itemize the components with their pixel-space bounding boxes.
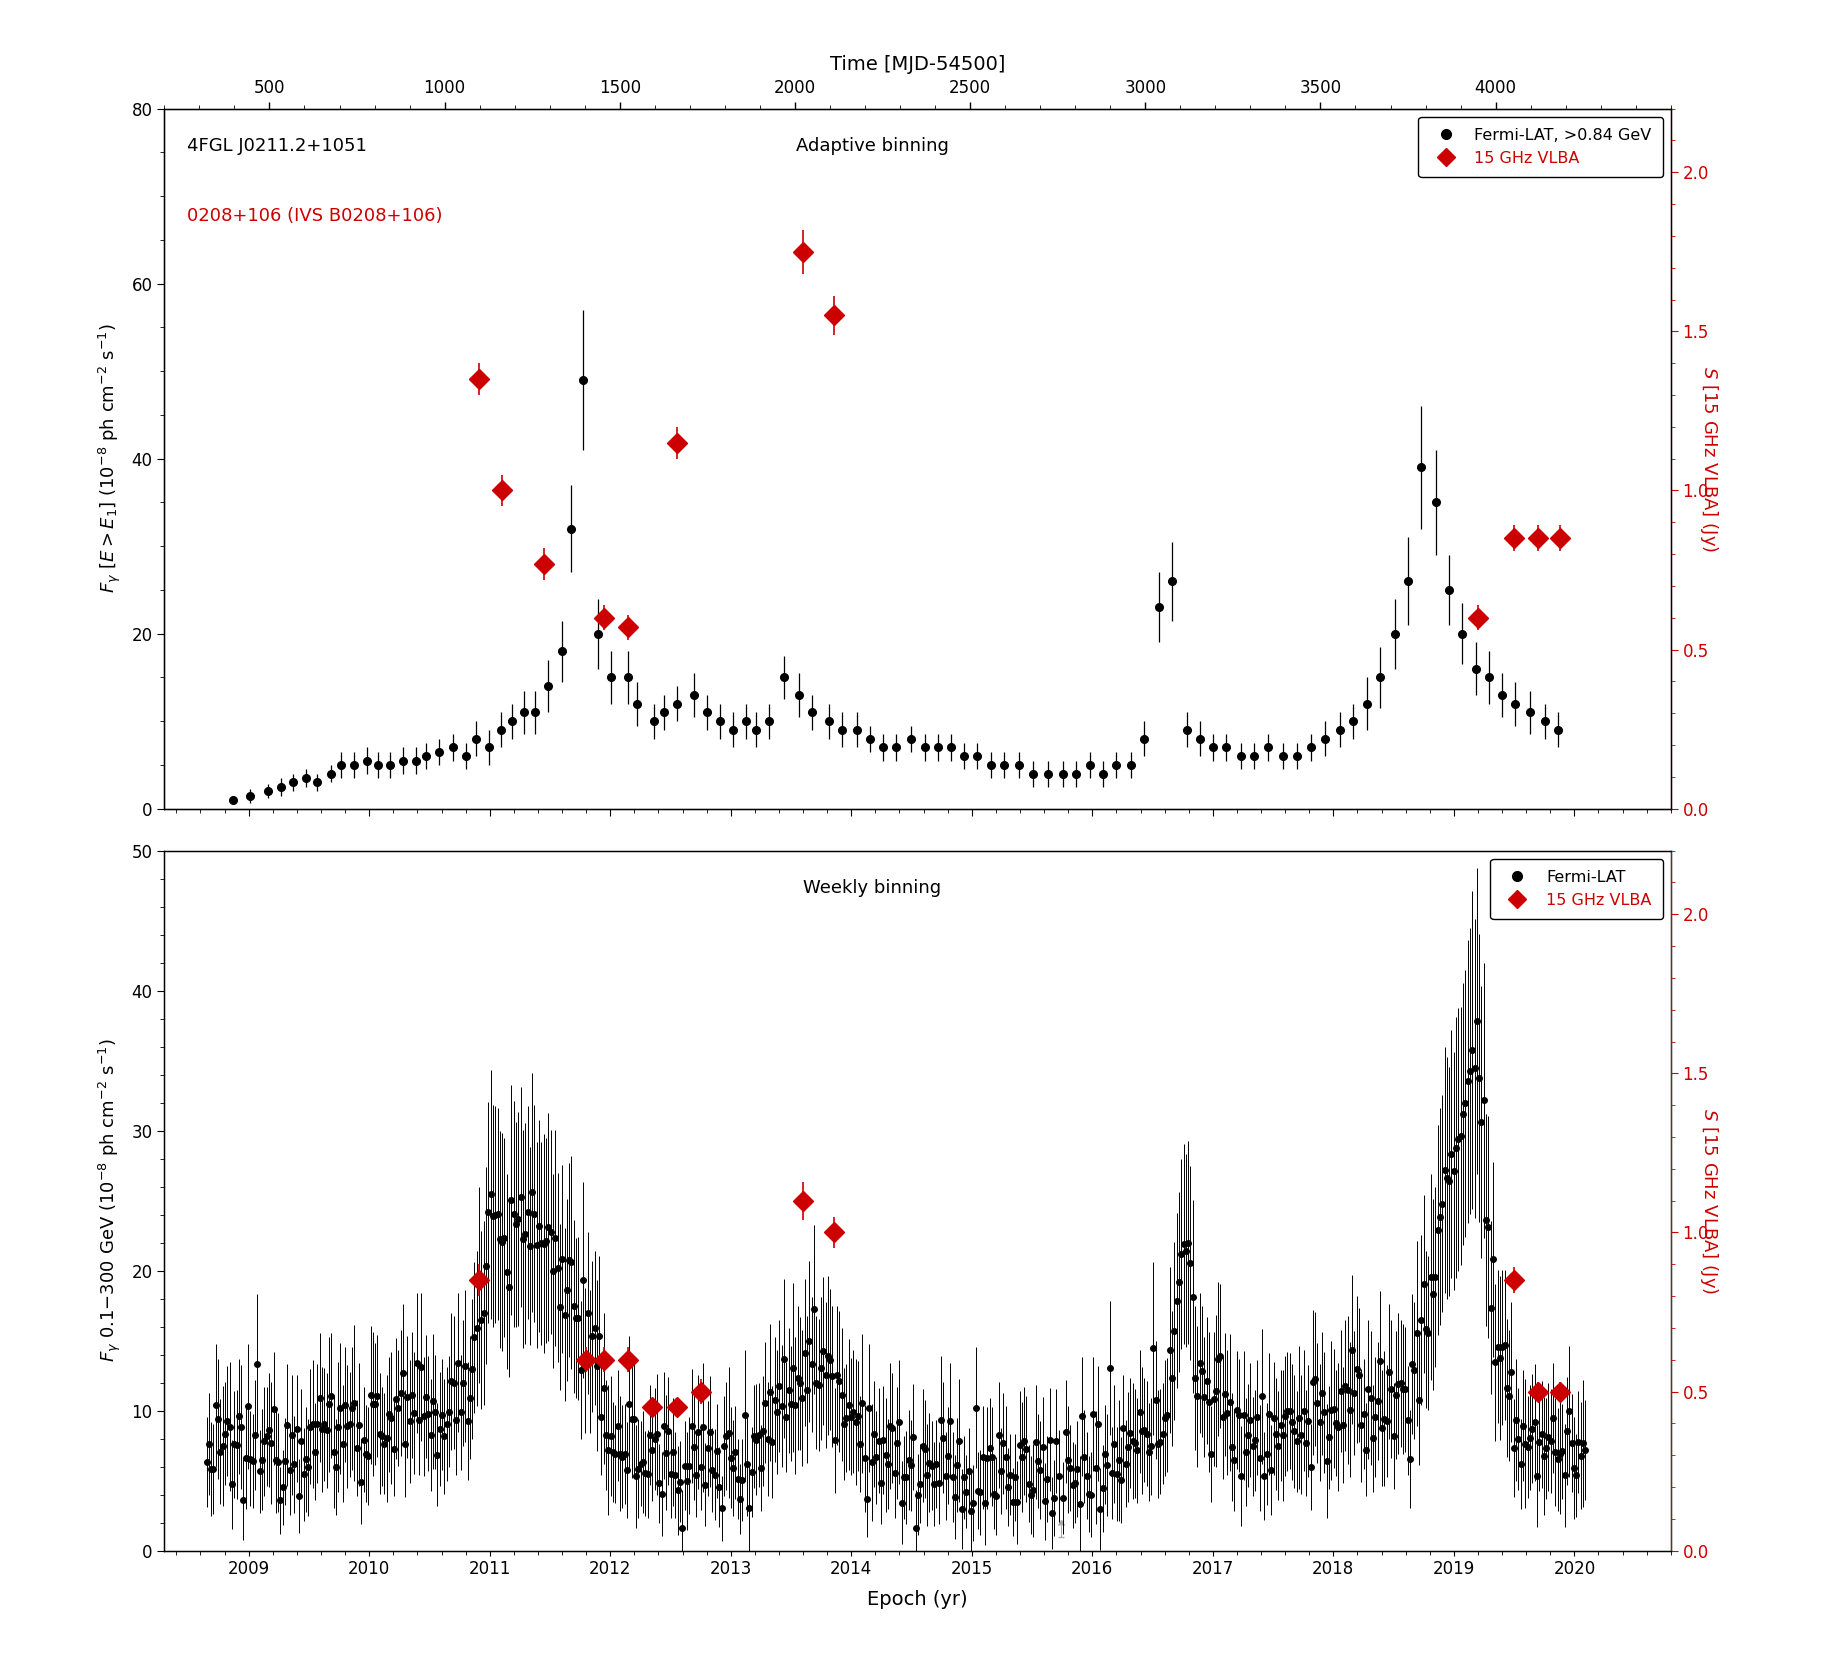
X-axis label: Time [MJD-54500]: Time [MJD-54500] (829, 55, 1006, 75)
Text: 0208+106 (IVS B0208+106): 0208+106 (IVS B0208+106) (186, 207, 442, 224)
Legend: Fermi-LAT, 15 GHz VLBA: Fermi-LAT, 15 GHz VLBA (1490, 859, 1663, 919)
Text: 4FGL J0211.2+1051: 4FGL J0211.2+1051 (186, 137, 367, 155)
X-axis label: Epoch (yr): Epoch (yr) (867, 1589, 968, 1609)
Y-axis label: $F_\gamma\ [E>E_1]\ (10^{-8}\ \mathrm{ph\ cm^{-2}\ s^{-1}})$: $F_\gamma\ [E>E_1]\ (10^{-8}\ \mathrm{ph… (97, 324, 122, 593)
Y-axis label: $S\ [15\ \mathrm{GHz\ VLBA}]\ \mathrm{(Jy)}$: $S\ [15\ \mathrm{GHz\ VLBA}]\ \mathrm{(J… (1698, 366, 1720, 551)
Y-axis label: $F_\gamma\ 0.1{-}300\ \mathrm{GeV}\ (10^{-8}\ \mathrm{ph\ cm^{-2}\ s^{-1}})$: $F_\gamma\ 0.1{-}300\ \mathrm{GeV}\ (10^… (97, 1039, 122, 1362)
Text: Adaptive binning: Adaptive binning (796, 137, 950, 155)
Text: Weekly binning: Weekly binning (803, 879, 942, 897)
Y-axis label: $S\ [15\ \mathrm{GHz\ VLBA}]\ \mathrm{(Jy)}$: $S\ [15\ \mathrm{GHz\ VLBA}]\ \mathrm{(J… (1698, 1108, 1720, 1293)
Legend: Fermi-LAT, >0.84 GeV, 15 GHz VLBA: Fermi-LAT, >0.84 GeV, 15 GHz VLBA (1419, 117, 1663, 177)
